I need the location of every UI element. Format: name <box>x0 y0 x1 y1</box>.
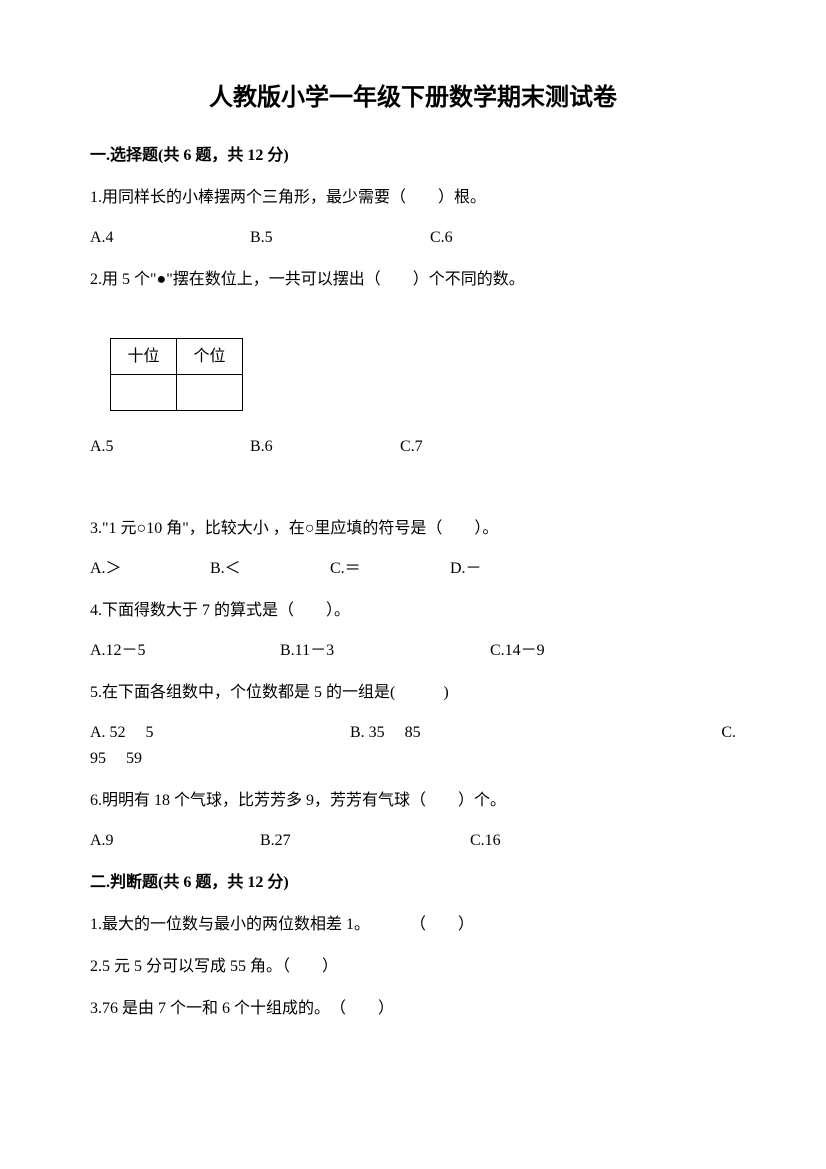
judge-q3-number: 3. <box>90 1000 102 1017</box>
q1-opt-a: A.4 <box>90 226 250 250</box>
q5-opt-a: A. 52 5 <box>90 721 350 745</box>
q5-options: A. 52 5 B. 35 85 C. 95 59 <box>90 721 736 771</box>
question-2-text: 2.用 5 个"●"摆在数位上，一共可以摆出（ ）个不同的数。 <box>90 268 736 292</box>
q6-options: A.9 B.27 C.16 <box>90 829 736 853</box>
judge-q2-number: 2. <box>90 958 102 975</box>
judge-q1-number: 1. <box>90 916 102 933</box>
q2-opt-c: C.7 <box>400 435 423 459</box>
q5-opt-b: B. 35 85 <box>350 721 721 745</box>
q4-opt-c: C.14－9 <box>490 639 545 663</box>
question-3: 3."1 元○10 角"，比较大小 ，在○里应填的符号是（ ）。 A.＞ B.＜… <box>90 517 736 581</box>
judge-q3: 3.76 是由 7 个一和 6 个十组成的。 （ ） <box>90 997 736 1021</box>
q1-opt-b: B.5 <box>250 226 430 250</box>
q4-stem: 下面得数大于 7 的算式是（ ）。 <box>102 602 350 619</box>
section-2-header: 二.判断题(共 6 题，共 12 分) <box>90 871 736 895</box>
q1-options: A.4 B.5 C.6 <box>90 226 736 250</box>
q3-number: 3. <box>90 520 102 537</box>
exam-title: 人教版小学一年级下册数学期末测试卷 <box>90 80 736 116</box>
q4-options: A.12－5 B.11－3 C.14－9 <box>90 639 736 663</box>
question-6: 6.明明有 18 个气球，比芳芳多 9，芳芳有气球（ ）个。 A.9 B.27 … <box>90 789 736 853</box>
q1-opt-c: C.6 <box>430 226 453 250</box>
question-4: 4.下面得数大于 7 的算式是（ ）。 A.12－5 B.11－3 C.14－9 <box>90 599 736 663</box>
q4-number: 4. <box>90 602 102 619</box>
q3-opt-a: A.＞ <box>90 557 210 581</box>
q2-options: A.5 B.6 C.7 <box>90 435 736 459</box>
question-1: 1.用同样长的小棒摆两个三角形，最少需要（ ）根。 A.4 B.5 C.6 <box>90 186 736 250</box>
q6-number: 6. <box>90 792 102 809</box>
table-cell-tens: 十位 <box>111 339 177 375</box>
judge-q2-stem: 5 元 5 分可以写成 55 角。（ ） <box>102 958 338 975</box>
table-cell-empty-ones <box>177 375 243 411</box>
q4-opt-a: A.12－5 <box>90 639 280 663</box>
question-2: 2.用 5 个"●"摆在数位上，一共可以摆出（ ）个不同的数。 十位 个位 A.… <box>90 268 736 459</box>
q6-opt-a: A.9 <box>90 829 260 853</box>
q5-number: 5. <box>90 684 102 701</box>
q5-stem: 在下面各组数中，个位数都是 5 的一组是( ) <box>102 684 449 701</box>
q4-opt-b: B.11－3 <box>280 639 490 663</box>
q6-stem: 明明有 18 个气球，比芳芳多 9，芳芳有气球（ ）个。 <box>102 792 506 809</box>
question-3-text: 3."1 元○10 角"，比较大小 ，在○里应填的符号是（ ）。 <box>90 517 736 541</box>
q6-opt-b: B.27 <box>260 829 470 853</box>
q5-opt-c-continued: 95 59 <box>90 747 736 771</box>
q5-opt-c: C. <box>721 721 736 745</box>
judge-q1-paren: （ ） <box>410 913 474 937</box>
q3-opt-b: B.＜ <box>210 557 330 581</box>
question-6-text: 6.明明有 18 个气球，比芳芳多 9，芳芳有气球（ ）个。 <box>90 789 736 813</box>
question-4-text: 4.下面得数大于 7 的算式是（ ）。 <box>90 599 736 623</box>
table-cell-empty-tens <box>111 375 177 411</box>
q1-stem: 用同样长的小棒摆两个三角形，最少需要（ ）根。 <box>102 189 486 206</box>
q2-number: 2. <box>90 271 102 288</box>
section-1-header: 一.选择题(共 6 题，共 12 分) <box>90 144 736 168</box>
table-cell-ones: 个位 <box>177 339 243 375</box>
question-1-text: 1.用同样长的小棒摆两个三角形，最少需要（ ）根。 <box>90 186 736 210</box>
q3-opt-d: D.－ <box>450 557 482 581</box>
judge-q3-stem: 76 是由 7 个一和 6 个十组成的。 （ ） <box>102 1000 394 1017</box>
judge-q2: 2.5 元 5 分可以写成 55 角。（ ） <box>90 955 736 979</box>
q2-stem: 用 5 个"●"摆在数位上，一共可以摆出（ ）个不同的数。 <box>102 271 525 288</box>
q2-opt-b: B.6 <box>250 435 400 459</box>
q1-number: 1. <box>90 189 102 206</box>
q2-opt-a: A.5 <box>90 435 250 459</box>
q3-options: A.＞ B.＜ C.＝ D.－ <box>90 557 736 581</box>
q3-opt-c: C.＝ <box>330 557 450 581</box>
place-value-table: 十位 个位 <box>110 338 243 411</box>
judge-q1: 1.最大的一位数与最小的两位数相差 1。 （ ） <box>90 913 736 937</box>
question-5-text: 5.在下面各组数中，个位数都是 5 的一组是( ) <box>90 681 736 705</box>
q6-opt-c: C.16 <box>470 829 501 853</box>
question-5: 5.在下面各组数中，个位数都是 5 的一组是( ) A. 52 5 B. 35 … <box>90 681 736 771</box>
judge-q1-stem: 最大的一位数与最小的两位数相差 1。 <box>102 916 370 933</box>
q3-stem: "1 元○10 角"，比较大小 ，在○里应填的符号是（ ）。 <box>102 520 498 537</box>
